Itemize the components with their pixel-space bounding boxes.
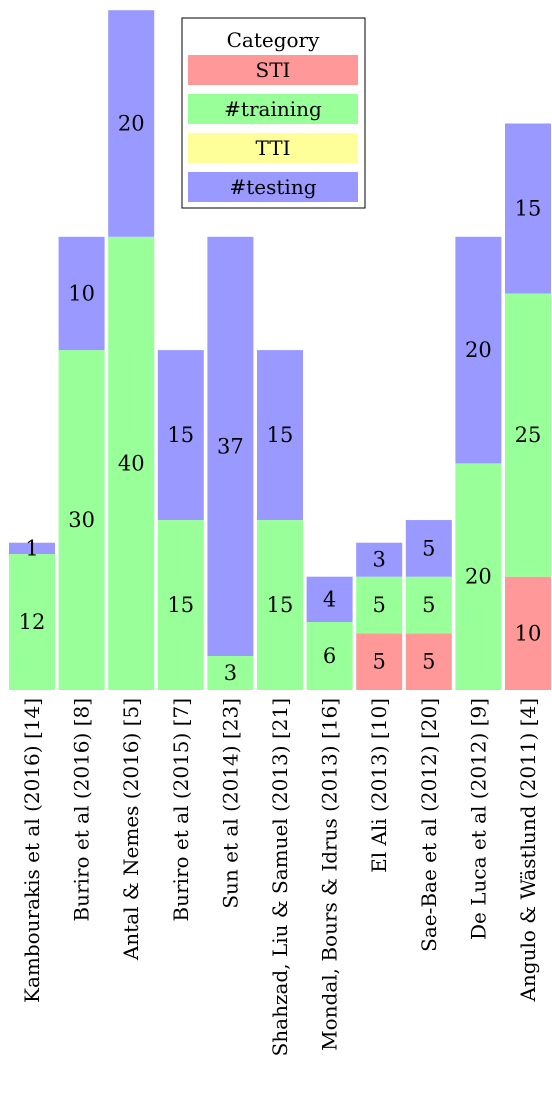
data-label-training-3: 15 — [167, 593, 194, 617]
legend-entry-training: #training — [224, 97, 322, 121]
data-label-testing-1: 10 — [68, 281, 95, 305]
bar-segment-testing-4 — [207, 236, 254, 657]
tick-label-8: Sae-Bae et al (2012) [20] — [417, 698, 441, 952]
legend-swatch-testing — [188, 172, 358, 202]
bar-segment-training-5 — [257, 520, 303, 690]
bar-segment-training-7 — [356, 576, 403, 634]
data-label-training-10: 25 — [515, 423, 542, 447]
bar-segment-testing-5 — [257, 350, 303, 521]
tick-label-2: Antal & Nemes (2016) [5] — [119, 698, 143, 961]
bar-segment-training-1 — [58, 350, 105, 690]
data-label-testing-5: 15 — [267, 423, 294, 447]
data-label-testing-10: 15 — [515, 196, 542, 220]
tick-label-7: El Ali (2013) [10] — [367, 698, 391, 873]
bar-segment-testing-8 — [405, 520, 452, 577]
data-label-training-9: 20 — [465, 565, 492, 589]
bar-segment-training-0 — [9, 554, 55, 690]
data-label-sti-10: 10 — [515, 621, 542, 645]
bar-segment-testing-9 — [455, 236, 502, 464]
bar-segment-sti-10 — [505, 576, 551, 690]
tick-label-6: Mondal, Bours & Idrus (2013) [16] — [318, 698, 342, 1051]
tick-label-9: De Luca et al (2012) [9] — [466, 698, 490, 940]
data-label-training-5: 15 — [267, 593, 294, 617]
data-label-testing-3: 15 — [167, 423, 194, 447]
data-label-sti-8: 5 — [422, 650, 435, 674]
tick-label-0: Kambourakis et al (2016) [14] — [20, 698, 44, 1003]
legend-entry-tti: TTI — [256, 136, 291, 160]
bar-segment-training-4 — [207, 656, 254, 690]
data-label-training-0: 12 — [19, 610, 46, 634]
data-label-testing-7: 3 — [373, 548, 386, 572]
legend-entry-sti: STI — [256, 58, 291, 82]
data-label-training-7: 5 — [373, 593, 386, 617]
tick-label-4: Sun et al (2014) [23] — [218, 698, 242, 909]
bar-segment-sti-7 — [356, 633, 403, 690]
legend-swatch-sti — [188, 55, 358, 85]
bar-segment-testing-2 — [108, 10, 155, 237]
tick-label-1: Buriro et al (2016) [8] — [70, 698, 94, 922]
tick-label-3: Buriro et al (2015) [7] — [169, 698, 193, 922]
bars-layer: 12 1 30 10 40 20 15 15 3 37 15 15 6 4 5 5 3 5 5 5 20 20 10 25 15 — [9, 10, 551, 691]
bar-segment-testing-6 — [306, 576, 353, 623]
bar-segment-testing-3 — [157, 350, 204, 521]
legend-swatch-training — [188, 94, 358, 124]
data-label-training-2: 40 — [118, 451, 145, 475]
data-label-training-8: 5 — [422, 593, 435, 617]
bar-segment-training-2 — [108, 236, 155, 691]
tick-label-5: Shahzad, Liu & Samuel (2013) [21] — [268, 698, 292, 1056]
bar-segment-sti-8 — [405, 633, 452, 690]
bar-segment-training-3 — [157, 520, 204, 690]
bar-segment-training-10 — [505, 293, 551, 577]
legend: Category STI #training TTI #testing — [181, 17, 366, 209]
data-label-training-4: 3 — [224, 661, 237, 685]
data-label-testing-2: 20 — [118, 112, 145, 136]
bar-segment-training-8 — [405, 576, 452, 634]
bar-segment-testing-0 — [9, 542, 55, 555]
legend-swatch-tti — [188, 133, 358, 163]
data-label-testing-6: 4 — [323, 587, 336, 611]
legend-entry-testing: #testing — [229, 175, 316, 199]
legend-title: Category — [227, 28, 321, 52]
data-label-sti-7: 5 — [373, 650, 386, 674]
tick-label-10: Angulo & Wästlund (2011) [4] — [516, 698, 540, 1003]
bar-segment-testing-10 — [505, 123, 551, 294]
bar-segment-training-6 — [306, 622, 353, 690]
data-label-testing-4: 37 — [217, 434, 244, 458]
bar-segment-testing-1 — [58, 236, 105, 351]
data-label-testing-0: 1 — [25, 536, 38, 560]
data-label-testing-8: 5 — [422, 536, 435, 560]
data-label-testing-9: 20 — [465, 338, 492, 362]
data-label-training-1: 30 — [68, 508, 95, 532]
data-label-training-6: 6 — [323, 644, 336, 668]
bar-segment-testing-7 — [356, 542, 403, 577]
category-tick-labels: Kambourakis et al (2016) [14] Buriro et a… — [20, 698, 540, 1056]
bar-segment-training-9 — [455, 463, 502, 690]
